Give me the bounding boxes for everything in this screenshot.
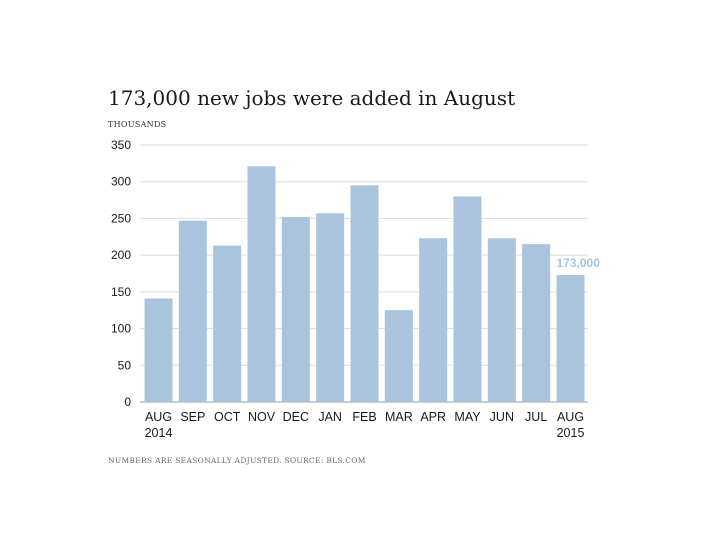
y-tick-label: 350 [111, 138, 131, 152]
x-tick-label: SEP [180, 410, 205, 424]
bar [384, 310, 413, 402]
y-tick-label: 200 [111, 248, 131, 262]
bar [522, 244, 551, 402]
bar [213, 245, 242, 402]
bar [281, 216, 310, 402]
bar [144, 298, 173, 402]
x-tick-label: JAN [318, 410, 342, 424]
x-tick-label: FEB [352, 410, 376, 424]
x-tick-label: APR [420, 410, 446, 424]
value-annotation: 173,000 [557, 256, 601, 270]
chart-title: 173,000 new jobs were added in August [108, 86, 516, 110]
x-tick-label: NOV [248, 410, 276, 424]
y-axis-ticks: 0 50 100 150 200 250 300 350 [111, 138, 131, 409]
unit-label: THOUSANDS [108, 120, 167, 129]
x-tick-label: MAR [385, 410, 413, 424]
bar [487, 238, 516, 402]
y-tick-label: 0 [124, 395, 131, 409]
x-tick-label: MAY [454, 410, 481, 424]
x-tick-label: AUG [145, 410, 172, 424]
bar [247, 166, 276, 402]
bar [419, 238, 448, 402]
x-tick-label: JUL [525, 410, 547, 424]
bars [144, 166, 585, 402]
y-tick-label: 50 [118, 358, 132, 372]
source-note: NUMBERS ARE SEASONALLY ADJUSTED. SOURCE:… [108, 456, 366, 465]
y-tick-label: 250 [111, 211, 131, 225]
x-tick-year-label: 2014 [145, 426, 173, 440]
y-tick-label: 150 [111, 285, 131, 299]
annotations: 173,000 [557, 256, 601, 270]
bar [556, 274, 585, 402]
x-tick-label: DEC [283, 410, 309, 424]
x-axis-ticks: AUG 2014 SEP OCT NOV DEC JAN FEB MAR APR MAY JUN JUL… [145, 410, 585, 440]
x-tick-label: AUG [557, 410, 584, 424]
bar [316, 213, 345, 402]
x-tick-label: JUN [490, 410, 514, 424]
y-tick-label: 300 [111, 175, 131, 189]
x-tick-label: OCT [214, 410, 241, 424]
bar [178, 220, 207, 402]
x-tick-year-label: 2015 [557, 426, 585, 440]
bar [453, 196, 482, 402]
y-tick-label: 100 [111, 322, 131, 336]
bar [350, 185, 379, 402]
